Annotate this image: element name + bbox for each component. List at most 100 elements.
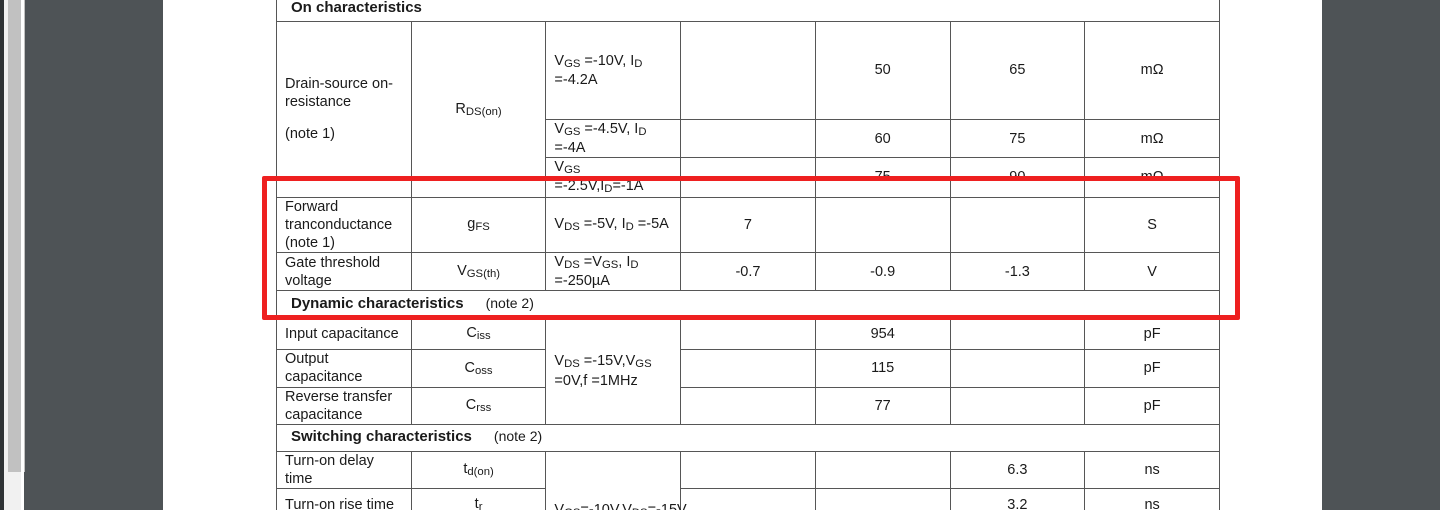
cond-subscript: DS xyxy=(564,221,580,234)
parameter-name-tr: Turn-on rise time xyxy=(276,488,412,510)
cond-value: =-4.5V, xyxy=(580,121,635,137)
test-condition: VGS =-4.5V, ID =-4A xyxy=(545,118,682,159)
value-max: 90 xyxy=(949,157,1086,198)
symbol-subscript: rss xyxy=(476,402,492,415)
value-min xyxy=(680,157,816,198)
value-unit: V xyxy=(1084,252,1220,292)
cond-value-2: , I xyxy=(618,254,631,271)
vertical-scrollbar-track[interactable] xyxy=(4,0,25,510)
section-header-dynamic-characteristics: Dynamic characteristics (note 2) xyxy=(276,290,1220,319)
value-unit: pF xyxy=(1084,317,1220,351)
cond-subscript: DS xyxy=(564,259,580,272)
symbol-main: t xyxy=(474,495,479,510)
section-header-on-characteristics: On characteristics xyxy=(276,0,1220,22)
symbol-subscript: FS xyxy=(475,221,490,234)
cond-symbol-2: I xyxy=(634,121,639,137)
symbol-subscript: r xyxy=(478,501,483,510)
symbol-subscript: d(on) xyxy=(467,466,494,479)
value-min xyxy=(680,349,816,388)
cond-value-2: =-4.2A xyxy=(554,72,598,89)
value-typ xyxy=(814,450,951,490)
cond-subscript: GS xyxy=(564,57,581,70)
cond-value-2: =-5A xyxy=(633,216,669,233)
parameter-name-line2: (note 1) xyxy=(285,126,335,143)
test-condition-shared-switching: VGS=-10V,VDS=-15V, RL=3.6Ω,RGEN=6Ω xyxy=(545,450,689,510)
symbol-main: V xyxy=(457,263,467,280)
cond-symbol-2: V xyxy=(625,353,636,370)
value-min xyxy=(680,317,816,351)
table-row: Drain-source on-resistance (note 1) RDS(… xyxy=(276,21,1220,198)
value-typ: 77 xyxy=(814,386,951,425)
value-max xyxy=(949,196,1086,254)
cond-symbol: V xyxy=(554,159,565,176)
cond-symbol-2: I xyxy=(630,52,635,69)
symbol-main: g xyxy=(467,216,476,233)
cond-value-2: =-4A xyxy=(554,140,586,157)
table-row: Gate threshold voltage VGS(th) VDS =VGS,… xyxy=(276,252,1220,292)
section-note-dynamic: (note 2) xyxy=(485,294,534,311)
cond-subscript: GS xyxy=(564,126,581,139)
parameter-name-crss: Reverse transfer capacitance xyxy=(276,386,412,425)
cond-subscript: GS xyxy=(564,164,581,177)
value-typ: 115 xyxy=(814,349,951,388)
cond-value: =V xyxy=(579,254,602,271)
parameter-name-line1: Drain-source on-resistance xyxy=(285,76,393,111)
value-min xyxy=(680,450,816,490)
value-typ: 50 xyxy=(814,21,951,120)
value-min xyxy=(680,118,816,159)
symbol-subscript: GS(th) xyxy=(466,268,501,281)
parameter-name-gfs: Forward tranconductance (note 1) xyxy=(276,196,412,254)
parameter-symbol-ciss: Ciss xyxy=(410,317,547,351)
value-unit: mΩ xyxy=(1084,118,1220,159)
table-row: Forward tranconductance (note 1) gFS VDS… xyxy=(276,196,1220,254)
section-header-cell: Dynamic characteristics (note 2) xyxy=(276,290,1220,319)
cond-subscript-2: GS xyxy=(635,358,652,371)
symbol-subscript: DS(on) xyxy=(465,105,502,118)
value-min xyxy=(680,386,816,425)
vertical-scrollbar-thumb[interactable] xyxy=(8,0,25,472)
section-title-dynamic: Dynamic characteristics xyxy=(291,294,464,312)
value-max: 65 xyxy=(949,21,1086,120)
table-row: Reverse transfer capacitance Crss 77 pF xyxy=(276,386,1220,425)
table-row: VGS =-4.5V, ID =-4A 60 75 mΩ xyxy=(277,118,1220,159)
test-condition: VGS =-2.5V,ID=-1A xyxy=(545,157,682,198)
table-row: Turn-on rise time tr 3.2 ns xyxy=(276,488,1220,510)
table-row: Output capacitance Coss 115 pF xyxy=(276,349,1220,388)
cond-symbol-2: I xyxy=(621,216,626,233)
value-max: 6.3 xyxy=(949,450,1086,490)
value-unit: ns xyxy=(1084,450,1220,490)
parameter-symbol-gfs: gFS xyxy=(410,196,547,254)
value-typ xyxy=(814,488,951,510)
value-typ xyxy=(814,196,951,254)
section-title-switching: Switching characteristics xyxy=(291,428,472,446)
viewer-left-edge xyxy=(0,0,4,510)
cond-symbol: V xyxy=(554,502,564,510)
cond-symbol: V xyxy=(554,121,565,137)
value-unit: pF xyxy=(1084,386,1220,425)
cond-symbol: V xyxy=(554,52,565,69)
electrical-characteristics-table: On characteristics Drain-source on-resis… xyxy=(276,0,1220,510)
cond-value-3: =-250µA xyxy=(554,273,610,290)
parameter-symbol-vgs-th: VGS(th) xyxy=(410,252,547,292)
parameter-name-td-on: Turn-on delay time xyxy=(276,450,412,490)
section-note-switching: (note 2) xyxy=(493,428,543,445)
parameter-symbol-coss: Coss xyxy=(410,349,547,388)
cond-subscript-2: DS xyxy=(632,507,648,510)
cond-value: =-10V, xyxy=(580,502,622,510)
parameter-symbol-rds-on: RDS(on) xyxy=(410,21,547,198)
cond-value: =-2.5V, xyxy=(554,178,601,195)
symbol-main: C xyxy=(465,397,477,414)
cond-value-2: =0V,f =1MHz xyxy=(554,372,638,389)
cond-subscript: DS xyxy=(564,358,580,371)
value-typ: 60 xyxy=(814,118,951,159)
cond-symbol-2: I xyxy=(600,178,605,195)
section-header-switching-characteristics: Switching characteristics (note 2) xyxy=(276,423,1220,452)
cond-subscript-2: D xyxy=(625,221,634,234)
cond-subscript: GS xyxy=(564,507,580,510)
value-unit: mΩ xyxy=(1084,157,1220,198)
section-title-on: On characteristics xyxy=(291,0,422,16)
value-max xyxy=(949,349,1086,388)
cond-subscript-2: GS xyxy=(601,259,619,272)
cond-symbol: V xyxy=(554,353,565,370)
